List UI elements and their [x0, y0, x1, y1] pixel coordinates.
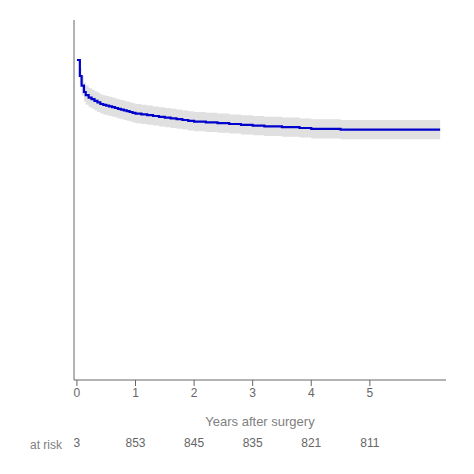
svg-text:4: 4 — [308, 386, 315, 400]
svg-text:Years after surgery: Years after surgery — [205, 414, 315, 429]
svg-text:at risk: at risk — [30, 438, 63, 452]
svg-text:0: 0 — [74, 386, 81, 400]
svg-text:3: 3 — [74, 436, 81, 450]
svg-text:853: 853 — [125, 436, 145, 450]
svg-text:3: 3 — [249, 386, 256, 400]
svg-text:845: 845 — [184, 436, 204, 450]
svg-text:811: 811 — [360, 436, 379, 450]
svg-text:835: 835 — [243, 436, 263, 450]
svg-text:5: 5 — [366, 386, 373, 400]
svg-text:2: 2 — [191, 386, 198, 400]
svg-text:821: 821 — [301, 436, 321, 450]
svg-text:1: 1 — [132, 386, 139, 400]
